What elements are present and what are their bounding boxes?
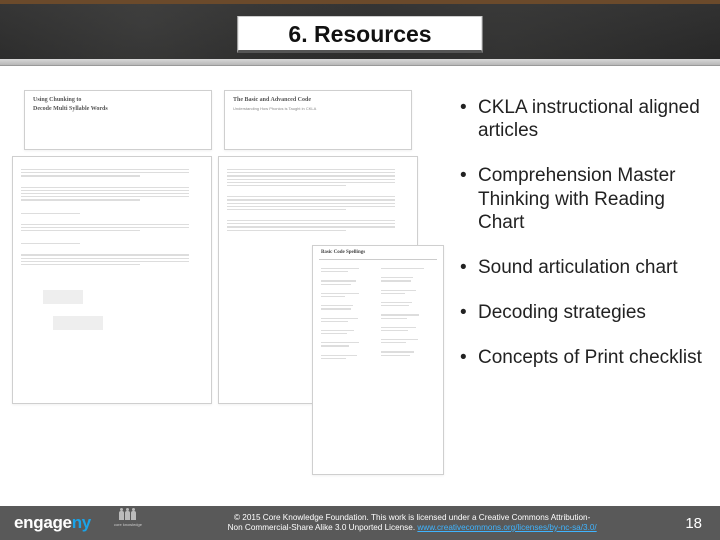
thumbnail-article-chunking: Using Chunking to Decode Multi Syllable … bbox=[24, 90, 212, 150]
thumbnail-subtitle: Decode Multi Syllable Words bbox=[25, 106, 211, 115]
list-item: Decoding strategies bbox=[460, 301, 702, 324]
thumbnail-title: Basic Code Spellings bbox=[313, 246, 443, 257]
slide-content: Using Chunking to Decode Multi Syllable … bbox=[0, 70, 720, 506]
license-line2-prefix: Non Commercial-Share Alike 3.0 Unported … bbox=[228, 523, 418, 532]
thumbnail-title: The Basic and Advanced Code bbox=[225, 91, 411, 106]
page-number: 18 bbox=[685, 515, 720, 532]
list-item: Concepts of Print checklist bbox=[460, 346, 702, 369]
footer-bar: engageny core knowledge © 2015 Core Know… bbox=[0, 506, 720, 540]
license-link[interactable]: www.creativecommons.org/licenses/by-nc-s… bbox=[417, 523, 596, 532]
thumbnail-page-left bbox=[12, 156, 212, 404]
thumbnail-spellings-table: Basic Code Spellings bbox=[312, 245, 444, 475]
thumbnail-subtitle: Understanding How Phonics is Taught in C… bbox=[225, 106, 411, 115]
thumbnail-title: Using Chunking to bbox=[25, 91, 211, 106]
list-item: Comprehension Master Thinking with Readi… bbox=[460, 164, 702, 234]
engageny-logo: engageny bbox=[0, 513, 91, 533]
resource-list: CKLA instructional aligned articles Comp… bbox=[460, 96, 702, 391]
ck-logo-label: core knowledge bbox=[114, 522, 142, 527]
list-item: Sound articulation chart bbox=[460, 256, 702, 279]
license-text: © 2015 Core Knowledge Foundation. This w… bbox=[139, 513, 685, 534]
logo-text-white: engage bbox=[14, 513, 72, 533]
thumbnail-article-code: The Basic and Advanced Code Understandin… bbox=[224, 90, 412, 150]
logo-text-blue: ny bbox=[72, 513, 91, 533]
license-line1: © 2015 Core Knowledge Foundation. This w… bbox=[234, 513, 590, 522]
core-knowledge-logo: core knowledge bbox=[117, 511, 139, 535]
list-item: CKLA instructional aligned articles bbox=[460, 96, 702, 142]
slide-title: 6. Resources bbox=[237, 16, 482, 53]
